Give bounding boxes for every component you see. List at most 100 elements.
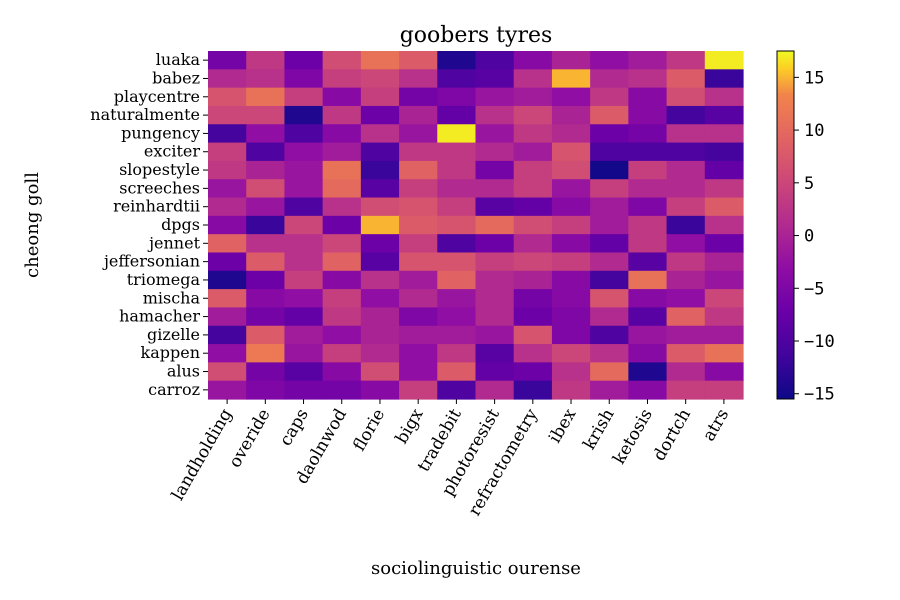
- heatmap-cell: [666, 289, 706, 309]
- heatmap-cell: [475, 215, 515, 235]
- heatmap-cell: [590, 380, 629, 400]
- heatmap-cell: [208, 362, 247, 382]
- heatmap-cell: [360, 252, 400, 272]
- heatmap-cell: [399, 51, 438, 70]
- heatmap-cell: [551, 105, 591, 125]
- heatmap-cell: [551, 344, 591, 363]
- heatmap-cell: [704, 215, 744, 235]
- y-tick-label: jeffersonian: [102, 252, 200, 271]
- heatmap-cell: [246, 344, 286, 363]
- heatmap-cell: [322, 380, 362, 400]
- heatmap-cell: [513, 344, 553, 363]
- heatmap-cell: [246, 124, 286, 144]
- heatmap-cell: [513, 307, 553, 327]
- heatmap-cell: [551, 160, 591, 180]
- heatmap-cell: [666, 362, 706, 382]
- x-tick-label: caps: [276, 406, 313, 450]
- heatmap-cell: [208, 215, 247, 235]
- heatmap-cell: [399, 344, 438, 363]
- heatmap-cell: [513, 380, 553, 400]
- x-axis-label: sociolinguistic ourense: [371, 558, 581, 579]
- heatmap-cell: [437, 160, 477, 180]
- heatmap-cell: [437, 234, 477, 254]
- heatmap-cell: [704, 179, 744, 199]
- y-tick-label: pungency: [121, 123, 200, 142]
- heatmap-cell: [666, 142, 706, 162]
- heatmap-cell: [360, 142, 400, 162]
- heatmap-cell: [322, 325, 362, 345]
- heatmap-cell: [437, 124, 477, 144]
- heatmap-cell: [246, 289, 286, 309]
- heatmap-cell: [437, 215, 477, 235]
- heatmap-cell: [208, 69, 247, 89]
- heatmap-cell: [322, 270, 362, 290]
- heatmap-cell: [437, 344, 477, 363]
- heatmap-cell: [322, 142, 362, 162]
- heatmap-cell: [704, 270, 744, 290]
- heatmap-cell: [666, 380, 706, 400]
- colorbar: [776, 50, 795, 400]
- heatmap-cell: [208, 160, 247, 180]
- heatmap-cell: [628, 124, 668, 144]
- heatmap-cell: [666, 197, 706, 217]
- heatmap-cell: [590, 252, 629, 272]
- heatmap-cell: [704, 69, 744, 89]
- heatmap-cell: [284, 160, 324, 180]
- heatmap-cell: [360, 215, 400, 235]
- heatmap-cell: [208, 197, 247, 217]
- heatmap-cell: [666, 215, 706, 235]
- x-tick-label: dortch: [649, 405, 695, 464]
- heatmap-cell: [437, 325, 477, 345]
- heatmap-cell: [628, 307, 668, 327]
- heatmap-cell: [628, 289, 668, 309]
- heatmap-cell: [399, 69, 438, 89]
- heatmap-cell: [284, 197, 324, 217]
- heatmap-cell: [208, 124, 247, 144]
- heatmap-cell: [513, 270, 553, 290]
- heatmap-cell: [322, 234, 362, 254]
- heatmap-cell: [437, 87, 477, 107]
- heatmap-cell: [360, 270, 400, 290]
- heatmap-cell: [360, 87, 400, 107]
- colorbar-tick-label: −15: [804, 385, 835, 405]
- y-tick-label: reinhardtii: [113, 197, 200, 216]
- heatmap-cell: [590, 160, 629, 180]
- heatmap-cell: [208, 380, 247, 400]
- heatmap-cell: [322, 344, 362, 363]
- heatmap-cell: [284, 142, 324, 162]
- heatmap-cell: [437, 252, 477, 272]
- heatmap-cell: [322, 69, 362, 89]
- heatmap-cell: [437, 105, 477, 125]
- heatmap-cell: [208, 87, 247, 107]
- x-tick-label: ibex: [545, 405, 581, 447]
- heatmap-cell: [246, 105, 286, 125]
- heatmap-cell: [322, 179, 362, 199]
- heatmap-cell: [704, 252, 744, 272]
- heatmap-cell: [246, 51, 286, 70]
- y-tick-labels: luakababezplaycentrenaturalmentepungency…: [90, 50, 208, 399]
- heatmap-cell: [246, 69, 286, 89]
- heatmap-cell: [513, 51, 553, 70]
- heatmap-cell: [360, 307, 400, 327]
- heatmap-cell: [322, 362, 362, 382]
- heatmap-cell: [284, 179, 324, 199]
- heatmap-cell: [208, 105, 247, 125]
- heatmap-cell: [284, 344, 324, 363]
- heatmap-cell: [322, 124, 362, 144]
- heatmap-cell: [666, 307, 706, 327]
- heatmap-cell: [208, 289, 247, 309]
- heatmap-cell: [590, 325, 629, 345]
- heatmap-cell: [628, 160, 668, 180]
- heatmap-cell: [322, 197, 362, 217]
- heatmap-cell: [399, 270, 438, 290]
- heatmap-cell: [360, 69, 400, 89]
- y-tick-label: carroz: [148, 380, 200, 399]
- x-tick-label: atrs: [699, 406, 733, 445]
- heatmap-cell: [437, 289, 477, 309]
- heatmap-cell: [284, 380, 324, 400]
- heatmap-cell: [628, 325, 668, 345]
- heatmap-cell: [208, 142, 247, 162]
- heatmap-cell: [628, 380, 668, 400]
- heatmap-cell: [666, 160, 706, 180]
- heatmap-cell: [322, 87, 362, 107]
